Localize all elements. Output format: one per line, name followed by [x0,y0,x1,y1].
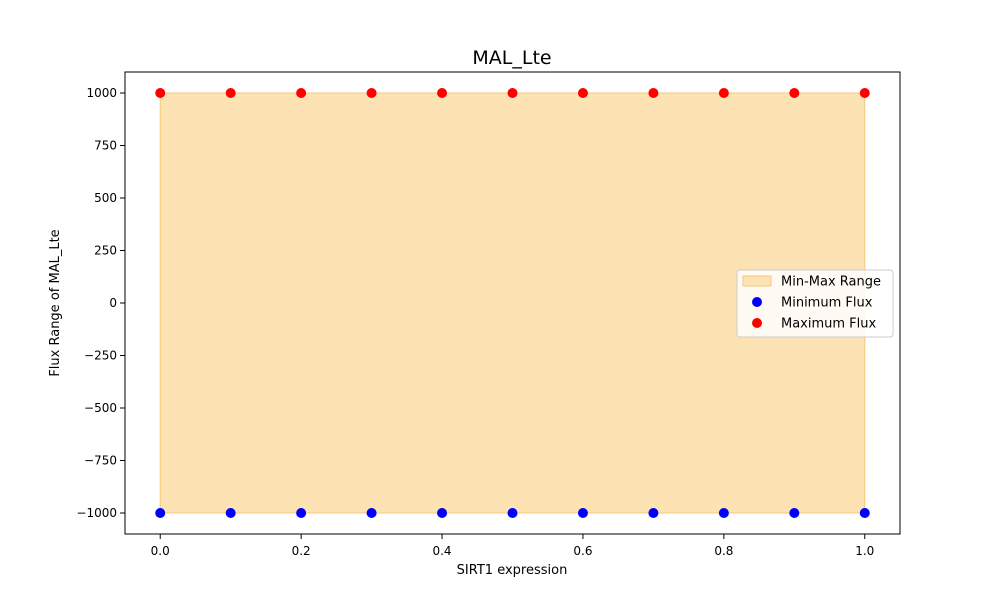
maximum-flux-point [507,88,518,98]
x-tick-label: 1.0 [855,544,874,558]
minimum-flux-point [296,508,307,518]
y-axis-label: Flux Range of MAL_Lte [48,229,63,376]
y-tick-label: −500 [84,401,117,415]
maximum-flux-point [648,88,659,98]
maximum-flux-point [296,88,307,98]
maximum-flux-point [859,88,870,98]
legend-marker [752,318,762,328]
minimum-flux-point [648,508,659,518]
maximum-flux-point [577,88,588,98]
maximum-flux-point [437,88,448,98]
y-tick-label: 1000 [86,86,117,100]
y-tick-label: −250 [84,349,117,363]
minimum-flux-point [859,508,870,518]
y-axis: 1000 750 500 250 0 −250 −500 −750 −1000 [76,86,125,520]
maximum-flux-point [789,88,800,98]
y-tick-label: 0 [109,296,117,310]
maximum-flux-point [225,88,236,98]
minimum-flux-point [366,508,377,518]
legend: Min-Max Range Minimum Flux Maximum Flux [736,269,894,338]
x-axis-label: SIRT1 expression [457,563,568,578]
x-tick-label: 0.0 [151,544,170,558]
y-tick-label: −1000 [76,506,117,520]
series-maximum-flux [155,88,870,98]
minimum-flux-point [718,508,729,518]
minimum-flux-point [507,508,518,518]
legend-label: Maximum Flux [781,317,877,332]
x-tick-label: 0.8 [714,544,733,558]
minimum-flux-point [437,508,448,518]
x-axis: 0.0 0.2 0.4 0.6 0.8 1.0 [151,534,874,558]
x-tick-label: 0.4 [432,544,451,558]
minimum-flux-point [155,508,166,518]
minimum-flux-point [789,508,800,518]
plot-area [155,88,870,518]
legend-marker [752,297,762,307]
y-tick-label: 500 [94,191,117,205]
y-tick-label: 750 [94,139,117,153]
maximum-flux-point [718,88,729,98]
minimum-flux-point [577,508,588,518]
legend-box [736,269,894,338]
maximum-flux-point [155,88,166,98]
legend-label: Min-Max Range [781,275,881,290]
maximum-flux-point [366,88,377,98]
legend-item-maximum-flux: Maximum Flux [752,317,877,332]
series-minimum-flux [155,508,870,518]
y-tick-label: 250 [94,244,117,258]
legend-item-min-max-range: Min-Max Range [742,275,881,290]
legend-label: Minimum Flux [781,296,873,311]
legend-swatch [742,275,772,287]
y-tick-label: −750 [84,454,117,468]
legend-item-minimum-flux: Minimum Flux [752,296,873,311]
x-tick-label: 0.6 [573,544,592,558]
minimum-flux-point [225,508,236,518]
chart-title: MAL_Lte [472,47,551,69]
x-tick-label: 0.2 [292,544,311,558]
